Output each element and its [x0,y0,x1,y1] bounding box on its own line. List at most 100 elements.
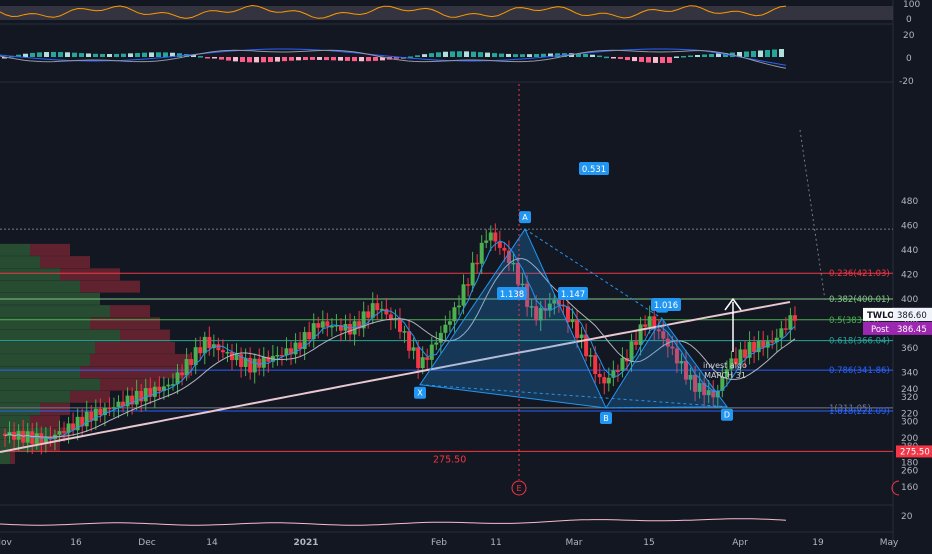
candle-body [361,311,366,329]
macd-histogram-bar [373,57,378,61]
macd-histogram-bar [492,53,497,57]
macd-histogram-bar [170,52,175,57]
macd-histogram-bar [464,51,469,57]
candle-body [525,283,530,307]
macd-histogram-bar [303,57,308,61]
candle-body [493,232,498,242]
macd-histogram-bar [765,50,770,57]
macd-histogram-bar [541,53,546,57]
candle-body [484,240,489,243]
macd-histogram-bar [338,57,343,61]
volume-profile-down-bar [30,243,70,256]
macd-histogram-bar [702,54,707,57]
macd-histogram-bar [758,50,763,57]
candle-body [375,303,380,311]
macd-histogram-bar [527,54,532,57]
candle-body [71,423,76,431]
macd-histogram-bar [506,53,511,57]
macd-tick-label: 20 [903,31,915,41]
candle-body [393,318,398,321]
candle-body [193,347,198,366]
macd-histogram-bar [345,57,350,61]
macd-histogram-bar [618,57,623,59]
price-tick-label: 400 [901,295,918,305]
volume-profile-down-bar [60,268,120,281]
macd-histogram-bar [723,53,728,57]
x-tick-label: Apr [732,538,748,548]
candle-body [80,416,85,427]
candle-body [575,319,580,339]
candle-body [125,395,130,407]
candle-body [202,336,207,354]
support-price-tag-label: 275.50 [900,447,930,457]
candle-body [334,325,339,327]
last-price-label: 386.60 [897,311,927,321]
candle-body [461,284,466,306]
macd-histogram-bar [688,55,693,57]
macd-histogram-bar [219,57,224,60]
macd-histogram-bar [408,56,413,58]
fib-level-label: 0.236(421.03) [829,269,890,279]
macd-histogram-bar [604,56,609,59]
macd-tick-label: 0 [906,54,912,64]
candle-body [597,373,602,378]
macd-histogram-bar [583,53,588,57]
volume-profile-down-bar [80,280,140,293]
candle-body [711,390,716,398]
macd-histogram-bar [30,52,35,57]
price-tick-label: 160 [901,483,918,493]
macd-histogram-bar [23,53,28,57]
candle-body [184,359,189,376]
macd-histogram-bar [597,55,602,58]
candle-body [756,341,761,353]
candle-body [121,401,126,407]
candle-body [198,347,203,354]
fib-level-label: 1(311.05) [829,404,871,414]
macd-histogram-bar [212,57,217,59]
candle-body [352,321,357,335]
x-tick-label: 15 [643,538,654,548]
candle-body [289,348,294,355]
candle-body [457,305,461,308]
candle-body [629,341,634,362]
last-price-tag [893,307,932,321]
candle-body [279,354,284,357]
candle-body [783,328,788,330]
candle-body [411,347,416,351]
candle-body [697,383,702,392]
macd-histogram-bar [310,57,315,60]
x-tick-label: Mar [566,538,583,548]
volume-profile-up-bar [0,268,60,281]
candle-body [547,303,552,311]
candle-body [656,329,661,332]
macd-histogram-bar [275,57,280,62]
macd-histogram-bar [513,54,518,57]
candle-body [774,337,779,343]
candle-body [248,357,253,373]
harmonic-bd-line [605,406,728,409]
volume-profile-down-bar [95,341,175,354]
candle-body [743,349,748,358]
candle-body [738,349,743,365]
ticker-label: TWLO [867,311,895,321]
candle-body [21,430,26,443]
macd-histogram-bar [79,53,84,57]
macd-histogram-bar [681,56,686,58]
candle-body [239,354,244,367]
macd-histogram-bar [289,57,294,61]
macd-histogram-bar [324,57,329,61]
harmonic-point-label: B [603,414,609,423]
x-tick-label: Dec [138,538,155,548]
volume-profile-down-bar [100,378,160,391]
event-marker-label: E [516,484,521,493]
candle-body [311,323,316,340]
candle-body [702,383,707,396]
macd-histogram-bar [457,51,462,57]
candle-body [429,344,434,360]
candle-body [479,242,484,264]
harmonic-point-label: D [724,411,730,420]
macd-histogram-bar [443,51,448,57]
